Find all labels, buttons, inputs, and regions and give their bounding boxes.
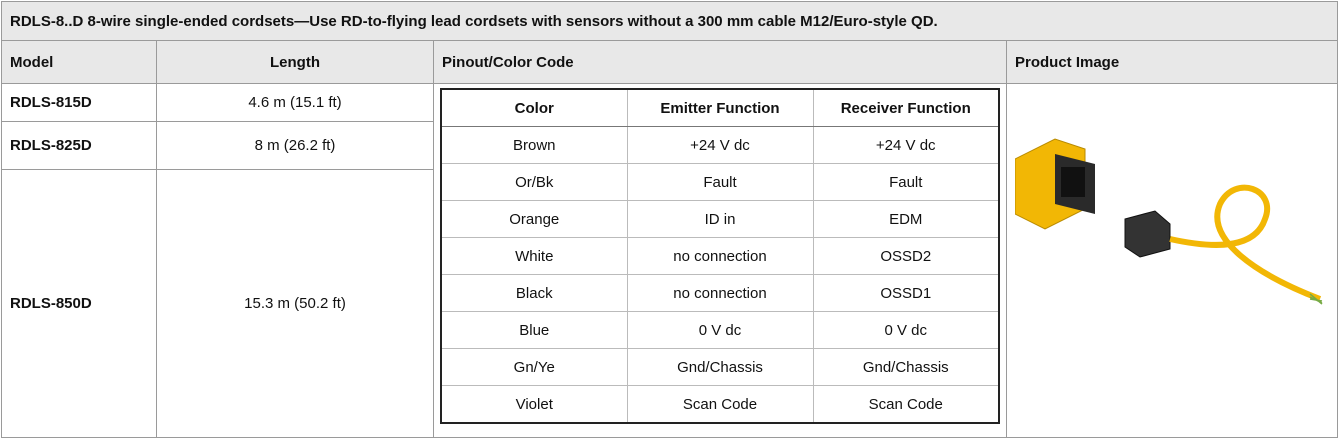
length-cell: 4.6 m (15.1 ft) bbox=[156, 83, 434, 122]
pinout-cell-text: Color bbox=[440, 88, 628, 127]
pinout-cell-text: Violet bbox=[440, 385, 628, 424]
pinout-cell-text: Blue bbox=[440, 311, 628, 349]
pinout-cell-text: OSSD1 bbox=[812, 274, 1000, 312]
pinout-cell-text: Receiver Function bbox=[812, 88, 1000, 127]
pinout-cell-text: Fault bbox=[812, 163, 1000, 201]
product-image bbox=[1014, 137, 1323, 305]
image-cell bbox=[1005, 83, 1338, 438]
pinout-cell-text: +24 V dc bbox=[812, 126, 1000, 164]
pinout-header-row: Color Emitter Function Receiver Function bbox=[440, 88, 1000, 127]
pinout-cell-text: 0 V dc bbox=[626, 311, 814, 349]
pinout-cell-text: Scan Code bbox=[812, 385, 1000, 424]
pinout-cell-text: Brown bbox=[440, 126, 628, 164]
pinout-row: Gn/Ye Gnd/Chassis Gnd/Chassis bbox=[440, 348, 1000, 386]
pinout-cell-text: no connection bbox=[626, 237, 814, 275]
header-cell: Length bbox=[156, 40, 434, 84]
pinout-cell-text: no connection bbox=[626, 274, 814, 312]
pinout-row: Or/Bk Fault Fault bbox=[440, 163, 1000, 201]
pinout-cell-text: Gn/Ye bbox=[440, 348, 628, 386]
pinout-cell-text: Scan Code bbox=[626, 385, 814, 424]
model-cell: RDLS-815D bbox=[1, 83, 157, 122]
model-cell: RDLS-825D bbox=[1, 121, 157, 170]
pinout-cell-text: Black bbox=[440, 274, 628, 312]
pinout-cell: Color Emitter Function Receiver Function Br… bbox=[433, 83, 1007, 438]
pinout-row: White no connection OSSD2 bbox=[440, 237, 1000, 275]
model-cell: RDLS-850D bbox=[1, 169, 157, 438]
pinout-cell-text: +24 V dc bbox=[626, 126, 814, 164]
cordset-table: RDLS-8..D 8-wire single-ended cordsets—U… bbox=[0, 1, 1338, 438]
pinout-cell-text: Or/Bk bbox=[440, 163, 628, 201]
pinout-cell-text: 0 V dc bbox=[812, 311, 1000, 349]
length-cell: 8 m (26.2 ft) bbox=[156, 121, 434, 170]
header-cell: Model bbox=[1, 40, 157, 84]
pinout-cell-text: EDM bbox=[812, 200, 1000, 238]
pinout-row: Violet Scan Code Scan Code bbox=[440, 385, 1000, 424]
pinout-cell-text: Gnd/Chassis bbox=[812, 348, 1000, 386]
pinout-cell-text: Orange bbox=[440, 200, 628, 238]
header-cell: Pinout/Color Code bbox=[433, 40, 1007, 84]
header-cell: Product Image bbox=[1005, 40, 1338, 84]
pinout-cell-text: OSSD2 bbox=[812, 237, 1000, 275]
pinout-cell-text: White bbox=[440, 237, 628, 275]
pinout-row: Orange ID in EDM bbox=[440, 200, 1000, 238]
pinout-cell-text: Gnd/Chassis bbox=[626, 348, 814, 386]
table-title: RDLS-8..D 8-wire single-ended cordsets—U… bbox=[0, 1, 1338, 41]
pinout-row: Black no connection OSSD1 bbox=[440, 274, 1000, 312]
pinout-row: Brown +24 V dc +24 V dc bbox=[440, 126, 1000, 164]
pinout-cell-text: Fault bbox=[626, 163, 814, 201]
pinout-table: Color Emitter Function Receiver Function Br… bbox=[440, 88, 1000, 424]
pinout-cell-text: ID in bbox=[626, 200, 814, 238]
length-cell: 15.3 m (50.2 ft) bbox=[156, 169, 434, 438]
pinout-row: Blue 0 V dc 0 V dc bbox=[440, 311, 1000, 349]
pinout-cell-text: Emitter Function bbox=[626, 88, 814, 127]
